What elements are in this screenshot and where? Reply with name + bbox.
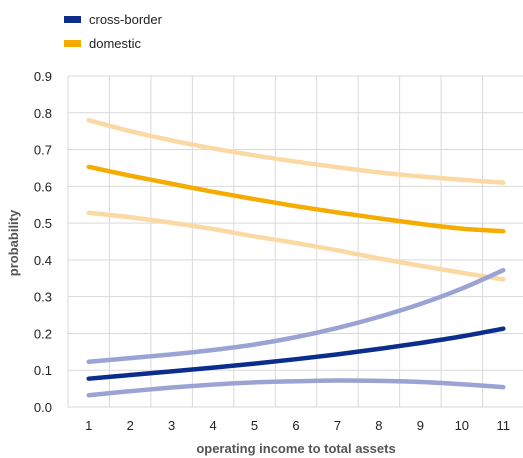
series-cross-border-line [86, 326, 506, 381]
x-tick-label: 11 [497, 418, 511, 433]
y-tick-label: 0.8 [34, 106, 52, 121]
legend-label: cross-border [89, 12, 163, 27]
x-tick-label: 5 [251, 418, 258, 433]
y-tick-label: 0.0 [34, 400, 52, 415]
legend-swatch [64, 40, 81, 47]
x-tick-label: 8 [375, 418, 382, 433]
x-tick-label: 3 [168, 418, 175, 433]
series-lines [86, 117, 506, 398]
series-cross-border-lower-band [86, 378, 506, 398]
x-tick-label: 2 [127, 418, 134, 433]
x-axis-title: operating income to total assets [196, 441, 395, 456]
series-cross-border-upper-band [86, 267, 506, 365]
y-tick-label: 0.2 [34, 326, 52, 341]
x-tick-label: 7 [334, 418, 341, 433]
legend-swatch [64, 16, 81, 23]
legend-label: domestic [89, 36, 142, 51]
x-tick-label: 10 [455, 418, 469, 433]
y-axis-tick-labels: 0.0 0.1 0.2 0.3 0.4 0.5 0.6 0.7 0.8 0.9 [34, 69, 52, 415]
y-tick-label: 0.9 [34, 69, 52, 84]
x-tick-label: 9 [417, 418, 424, 433]
x-tick-label: 4 [209, 418, 216, 433]
series-domestic-line [86, 164, 506, 234]
y-tick-label: 0.4 [34, 253, 52, 268]
series-domestic-lower-band [86, 210, 506, 282]
y-tick-label: 0.5 [34, 216, 52, 231]
y-tick-label: 0.7 [34, 143, 52, 158]
y-axis-title: probability [6, 209, 21, 276]
series-domestic-upper-band [86, 117, 506, 185]
x-tick-label: 1 [85, 418, 92, 433]
y-tick-label: 0.3 [34, 290, 52, 305]
x-tick-label: 6 [292, 418, 299, 433]
x-axis-tick-labels: 1 2 3 4 5 6 7 8 9 10 11 [85, 418, 510, 433]
y-tick-label: 0.6 [34, 179, 52, 194]
legend: cross-border domestic [64, 12, 163, 51]
y-tick-label: 0.1 [34, 363, 52, 378]
